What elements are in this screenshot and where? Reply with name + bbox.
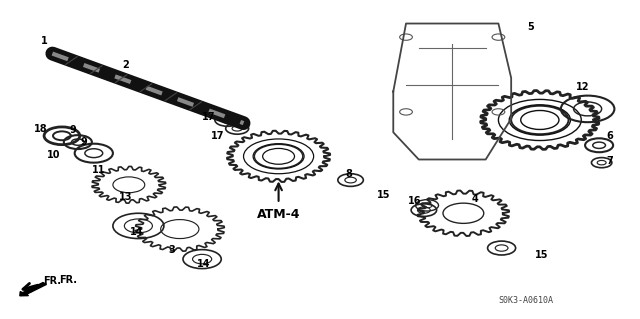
Text: 1: 1 <box>42 36 48 46</box>
Text: 2: 2 <box>122 60 129 70</box>
Text: 8: 8 <box>345 169 352 179</box>
Text: 13: 13 <box>119 192 132 203</box>
Text: 7: 7 <box>607 156 613 166</box>
Text: 14: 14 <box>130 226 143 237</box>
Text: 14: 14 <box>197 259 211 270</box>
Text: 12: 12 <box>576 82 589 93</box>
FancyArrow shape <box>20 283 47 296</box>
Text: FR.: FR. <box>23 276 61 291</box>
Text: 18: 18 <box>34 123 48 134</box>
Text: 9: 9 <box>69 125 76 135</box>
Text: 17: 17 <box>202 112 215 122</box>
Text: 4: 4 <box>472 194 479 204</box>
Text: 16: 16 <box>408 196 421 206</box>
Text: 3: 3 <box>169 245 175 255</box>
Text: S0K3-A0610A: S0K3-A0610A <box>499 296 554 305</box>
Text: 5: 5 <box>527 22 534 32</box>
Text: 6: 6 <box>607 131 613 141</box>
Text: 10: 10 <box>47 150 60 160</box>
Text: FR.: FR. <box>59 275 77 285</box>
Text: 17: 17 <box>211 131 225 141</box>
Text: 9: 9 <box>81 137 88 147</box>
Text: 11: 11 <box>92 165 105 174</box>
Text: 15: 15 <box>535 250 548 260</box>
Text: ATM-4: ATM-4 <box>257 208 300 221</box>
Text: 15: 15 <box>377 190 390 200</box>
